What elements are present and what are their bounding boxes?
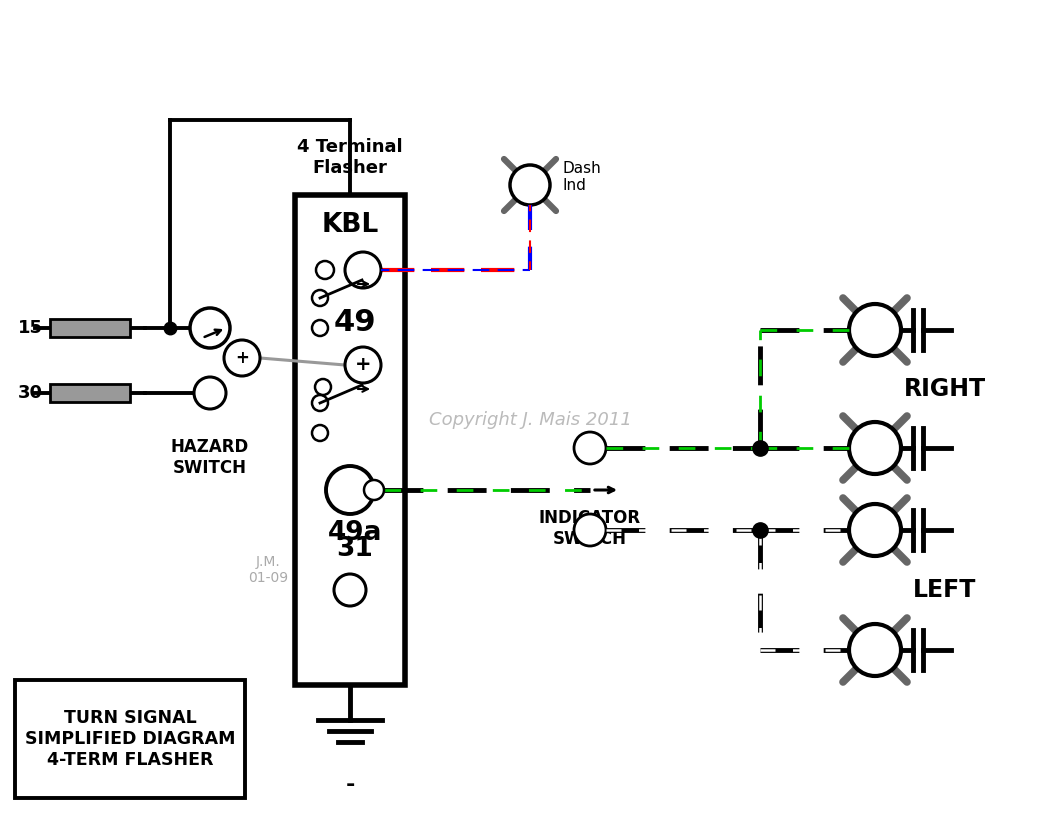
Circle shape — [574, 432, 606, 464]
Text: 4 Terminal
Flasher: 4 Terminal Flasher — [297, 138, 402, 177]
Circle shape — [194, 377, 226, 409]
Text: RIGHT: RIGHT — [904, 377, 986, 401]
Circle shape — [312, 425, 328, 441]
Bar — [295, 195, 406, 685]
Circle shape — [510, 165, 550, 205]
Text: J.M.
01-09: J.M. 01-09 — [248, 555, 288, 585]
Text: -: - — [345, 775, 355, 795]
Text: +: + — [355, 356, 372, 375]
Circle shape — [345, 252, 381, 288]
Text: 49a: 49a — [327, 520, 382, 546]
Circle shape — [326, 466, 374, 514]
Circle shape — [849, 422, 901, 474]
Circle shape — [849, 304, 901, 356]
Circle shape — [315, 379, 331, 395]
Text: 30: 30 — [18, 384, 43, 402]
Text: 49: 49 — [334, 308, 376, 337]
Circle shape — [345, 347, 381, 383]
Text: Copyright J. Mais 2011: Copyright J. Mais 2011 — [429, 411, 631, 429]
Bar — [15, 680, 245, 798]
Circle shape — [224, 340, 260, 376]
Circle shape — [364, 480, 384, 500]
Circle shape — [190, 308, 230, 348]
Text: HAZARD
SWITCH: HAZARD SWITCH — [171, 438, 249, 477]
Text: 15: 15 — [18, 319, 43, 337]
Text: LEFT: LEFT — [913, 578, 977, 602]
Bar — [50, 319, 130, 337]
Circle shape — [312, 290, 328, 306]
Circle shape — [849, 624, 901, 676]
Text: INDICATOR
SWITCH: INDICATOR SWITCH — [539, 509, 641, 548]
Text: Dash
Ind: Dash Ind — [562, 161, 601, 193]
Text: 31: 31 — [337, 536, 374, 562]
Circle shape — [574, 514, 606, 546]
Circle shape — [316, 261, 334, 279]
Circle shape — [334, 574, 366, 606]
Text: TURN SIGNAL
SIMPLIFIED DIAGRAM
4-TERM FLASHER: TURN SIGNAL SIMPLIFIED DIAGRAM 4-TERM FL… — [24, 709, 235, 769]
Circle shape — [849, 504, 901, 556]
Circle shape — [312, 320, 328, 336]
Circle shape — [312, 395, 328, 411]
Text: KBL: KBL — [321, 212, 379, 238]
Text: +: + — [235, 349, 249, 367]
Bar — [50, 384, 130, 402]
